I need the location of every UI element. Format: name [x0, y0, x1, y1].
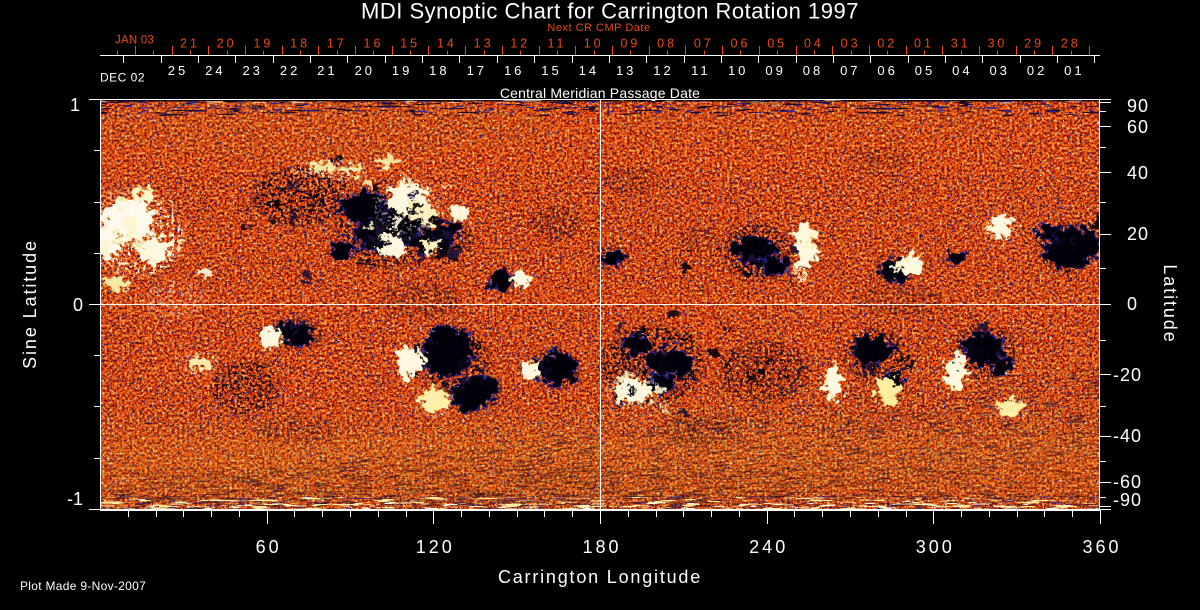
- svg-text:40: 40: [1127, 163, 1149, 183]
- svg-text:08: 08: [803, 63, 823, 78]
- svg-text:07: 07: [840, 63, 860, 78]
- svg-text:0: 0: [1127, 294, 1138, 314]
- svg-text:02: 02: [1027, 63, 1047, 78]
- svg-text:120: 120: [416, 537, 455, 557]
- svg-text:60: 60: [1127, 117, 1149, 137]
- svg-text:0: 0: [73, 295, 83, 315]
- svg-text:31: 31: [951, 37, 971, 51]
- svg-text:180: 180: [582, 537, 621, 557]
- svg-text:20: 20: [217, 37, 237, 51]
- svg-text:14: 14: [437, 37, 457, 51]
- svg-text:15: 15: [400, 37, 420, 51]
- svg-text:-60: -60: [1113, 472, 1142, 492]
- svg-text:MDI Synoptic Chart for Carring: MDI Synoptic Chart for Carrington Rotati…: [361, 0, 859, 24]
- svg-text:12: 12: [653, 63, 673, 78]
- svg-text:06: 06: [877, 63, 897, 78]
- svg-text:16: 16: [364, 37, 384, 51]
- svg-text:Central Meridian Passage Date: Central Meridian Passage Date: [500, 85, 700, 101]
- svg-text:11: 11: [548, 37, 567, 51]
- svg-text:20: 20: [355, 63, 375, 78]
- svg-text:Sine Latitude: Sine Latitude: [20, 239, 40, 369]
- svg-text:60: 60: [256, 537, 282, 557]
- svg-text:-20: -20: [1113, 365, 1142, 385]
- svg-text:JAN 03: JAN 03: [115, 35, 154, 47]
- svg-text:25: 25: [168, 63, 188, 78]
- svg-text:05: 05: [767, 37, 787, 51]
- svg-text:360: 360: [1082, 537, 1121, 557]
- svg-text:21: 21: [180, 37, 200, 51]
- svg-text:03: 03: [989, 63, 1009, 78]
- svg-text:05: 05: [915, 63, 935, 78]
- svg-text:240: 240: [749, 537, 788, 557]
- svg-text:02: 02: [877, 37, 897, 51]
- svg-text:12: 12: [510, 37, 530, 51]
- svg-text:11: 11: [691, 63, 711, 78]
- svg-text:19: 19: [253, 37, 273, 51]
- svg-text:18: 18: [429, 63, 449, 78]
- svg-text:06: 06: [731, 37, 751, 51]
- svg-text:03: 03: [841, 37, 861, 51]
- svg-text:07: 07: [694, 37, 714, 51]
- svg-text:10: 10: [584, 37, 604, 51]
- svg-text:13: 13: [616, 63, 636, 78]
- svg-text:13: 13: [474, 37, 494, 51]
- svg-text:17: 17: [327, 37, 347, 51]
- svg-text:20: 20: [1127, 224, 1149, 244]
- svg-text:17: 17: [467, 63, 487, 78]
- svg-text:Plot Made 9-Nov-2007: Plot Made 9-Nov-2007: [20, 579, 146, 593]
- svg-text:28: 28: [1061, 37, 1081, 51]
- svg-text:Latitude: Latitude: [1160, 264, 1180, 343]
- svg-text:300: 300: [916, 537, 955, 557]
- svg-text:Carrington Longitude: Carrington Longitude: [498, 567, 702, 587]
- svg-text:14: 14: [579, 63, 599, 78]
- svg-text:16: 16: [504, 63, 524, 78]
- svg-text:1: 1: [70, 95, 80, 115]
- svg-text:09: 09: [620, 37, 640, 51]
- svg-text:Next CR CMP Date: Next CR CMP Date: [547, 22, 650, 34]
- svg-text:-90: -90: [1113, 490, 1142, 510]
- svg-text:09: 09: [765, 63, 785, 78]
- svg-text:-1: -1: [67, 489, 83, 509]
- svg-text:01: 01: [1064, 63, 1084, 78]
- svg-text:19: 19: [392, 63, 412, 78]
- svg-text:24: 24: [205, 63, 225, 78]
- svg-text:DEC 02: DEC 02: [100, 71, 145, 85]
- svg-text:29: 29: [1024, 37, 1044, 51]
- svg-text:08: 08: [657, 37, 677, 51]
- svg-text:10: 10: [728, 63, 748, 78]
- svg-text:90: 90: [1127, 96, 1149, 116]
- svg-text:15: 15: [541, 63, 561, 78]
- svg-text:04: 04: [952, 63, 972, 78]
- svg-text:01: 01: [914, 37, 934, 51]
- svg-text:23: 23: [242, 63, 262, 78]
- svg-text:04: 04: [804, 37, 824, 51]
- svg-text:30: 30: [987, 37, 1007, 51]
- svg-text:-40: -40: [1113, 426, 1142, 446]
- svg-text:18: 18: [290, 37, 310, 51]
- svg-text:21: 21: [317, 63, 337, 78]
- svg-text:22: 22: [280, 63, 300, 78]
